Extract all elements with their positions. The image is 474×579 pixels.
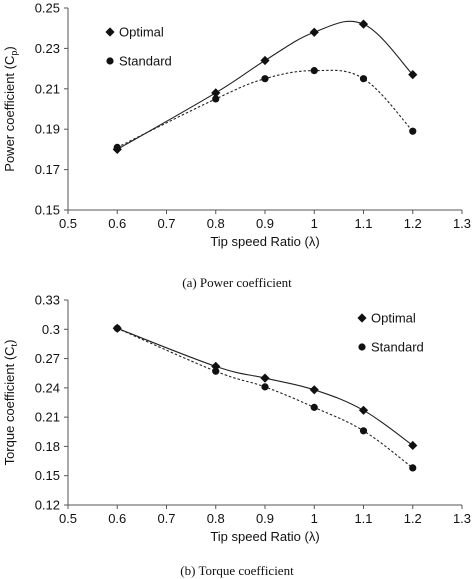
data-point-optimal bbox=[309, 27, 319, 37]
y-tick-label: 0.19 bbox=[35, 122, 60, 137]
data-point-optimal bbox=[408, 440, 418, 451]
data-point-optimal bbox=[260, 55, 270, 66]
x-tick-label: 0.9 bbox=[256, 511, 274, 526]
x-tick-label: 0.6 bbox=[108, 216, 126, 231]
legend-marker-optimal bbox=[105, 27, 115, 37]
caption-torque-coefficient: (b) Torque coefficient bbox=[180, 563, 294, 578]
y-tick-label: 0.15 bbox=[35, 468, 60, 483]
chart-power-coefficient: 0.15 0.17 0.19 0.21 0.23 0.25 0.5 0.6 0.7 0.8 0.9 1… bbox=[2, 1, 471, 250]
series-standard bbox=[113, 324, 417, 472]
y-axis-title-subscript: p bbox=[9, 51, 19, 56]
x-axis-title: Tip speed Ratio (λ) bbox=[210, 234, 319, 249]
series-line-standard bbox=[117, 327, 414, 469]
data-point-optimal bbox=[260, 373, 270, 383]
y-tick-label: 0.12 bbox=[35, 498, 60, 513]
data-point-standard bbox=[261, 383, 269, 391]
x-tick-label: 1.1 bbox=[354, 511, 372, 526]
x-tick-label: 0.6 bbox=[108, 511, 126, 526]
data-point-optimal bbox=[211, 361, 221, 371]
legend-label: Standard bbox=[119, 54, 172, 69]
x-tick-label: 1.1 bbox=[354, 216, 372, 231]
y-tick-label: 0.33 bbox=[35, 293, 60, 308]
x-axis-title: Tip speed Ratio (λ) bbox=[210, 529, 319, 544]
y-axis-title-main: Power coefficient (C bbox=[2, 56, 17, 172]
x-tick-label: 0.7 bbox=[157, 511, 175, 526]
legend-label: Optimal bbox=[119, 25, 164, 40]
y-axis-title-close: ) bbox=[2, 340, 17, 344]
data-point-standard bbox=[310, 403, 318, 411]
data-point-standard bbox=[409, 127, 417, 135]
data-point-standard bbox=[261, 75, 269, 83]
x-tick-label: 0.8 bbox=[207, 216, 225, 231]
data-point-standard bbox=[409, 464, 417, 472]
legend-marker-standard bbox=[358, 343, 366, 351]
y-axis-title-main: Torque coefficient (C bbox=[2, 346, 17, 465]
x-tick-label: 0.5 bbox=[59, 511, 77, 526]
y-tick-label: 0.21 bbox=[35, 81, 60, 96]
data-point-optimal bbox=[358, 19, 369, 29]
y-axis-title-subscript: t bbox=[9, 343, 19, 346]
legend-item-standard: Standard bbox=[106, 54, 172, 69]
y-axis-title-close: ) bbox=[2, 46, 17, 50]
y-tick-label: 0.23 bbox=[35, 41, 60, 56]
legend-marker-standard bbox=[106, 57, 114, 65]
data-point-optimal bbox=[211, 88, 221, 98]
y-tick-label: 0.21 bbox=[35, 410, 60, 425]
data-point-standard bbox=[359, 75, 368, 83]
data-point-standard bbox=[212, 95, 220, 103]
legend-item-optimal: Optimal bbox=[357, 311, 416, 326]
y-tick-label: 0.27 bbox=[35, 351, 60, 366]
series-line-optimal bbox=[116, 20, 414, 150]
x-tick-label: 0.7 bbox=[157, 216, 175, 231]
legend-item-optimal: Optimal bbox=[105, 25, 164, 40]
x-tick-label: 1 bbox=[311, 216, 318, 231]
x-tick-label: 1.3 bbox=[453, 511, 471, 526]
series-standard bbox=[113, 67, 417, 151]
x-tick-label: 0.9 bbox=[256, 216, 274, 231]
caption-power-coefficient: (a) Power coefficient bbox=[182, 275, 292, 290]
y-tick-label: 0.17 bbox=[35, 162, 60, 177]
y-axis-title: Torque coefficient (Ct) bbox=[2, 340, 19, 466]
x-tick-label: 0.5 bbox=[59, 216, 77, 231]
legend-label: Optimal bbox=[371, 311, 416, 326]
data-point-standard bbox=[113, 324, 121, 332]
data-point-optimal bbox=[309, 385, 319, 395]
y-tick-label: 0.24 bbox=[35, 380, 60, 395]
x-tick-label: 1 bbox=[311, 511, 318, 526]
data-point-standard bbox=[359, 427, 368, 435]
y-axis-title: Power coefficient (Cp) bbox=[2, 46, 19, 171]
x-tick-label: 1.2 bbox=[404, 511, 422, 526]
legend-item-standard: Standard bbox=[358, 340, 424, 355]
data-point-standard bbox=[310, 67, 318, 75]
y-tick-label: 0.15 bbox=[35, 203, 60, 218]
x-tick-label: 1.2 bbox=[404, 216, 422, 231]
data-point-optimal bbox=[408, 70, 418, 80]
data-point-standard bbox=[113, 143, 121, 151]
y-tick-label: 0.25 bbox=[35, 1, 60, 16]
data-point-standard bbox=[212, 367, 220, 375]
legend-marker-optimal bbox=[357, 313, 367, 323]
series-line-standard bbox=[117, 69, 414, 148]
x-tick-label: 1.3 bbox=[453, 216, 471, 231]
data-point-optimal bbox=[358, 405, 369, 415]
y-tick-label: 0.18 bbox=[35, 439, 60, 454]
y-tick-label: 0.3 bbox=[42, 322, 60, 337]
x-tick-label: 0.8 bbox=[207, 511, 225, 526]
series-optimal bbox=[112, 323, 418, 451]
chart-torque-coefficient: 0.12 0.15 0.18 0.21 0.24 0.27 0.3 0.33 0.5 0.6 0.7… bbox=[2, 293, 471, 545]
legend-label: Standard bbox=[371, 340, 424, 355]
series-optimal bbox=[112, 19, 418, 154]
